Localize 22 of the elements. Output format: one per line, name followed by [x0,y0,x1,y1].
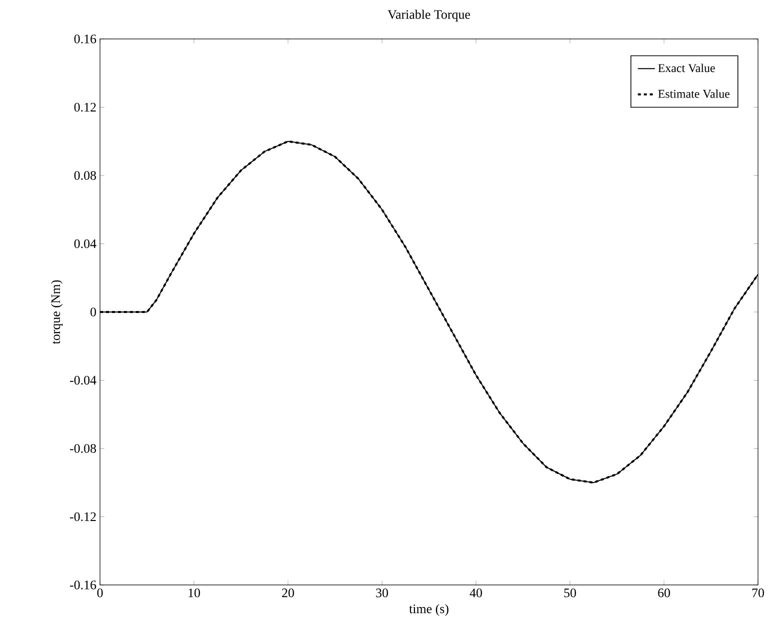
x-tick-label: 0 [97,588,103,598]
x-tick-label: 30 [376,588,388,598]
y-tick-label: 0.04 [74,239,96,248]
y-tick-label: -0.08 [70,444,96,453]
y-tick-label: 0.08 [74,171,96,180]
chart-title: Variable Torque [388,10,470,22]
y-tick-label: 0.12 [74,102,96,112]
x-axis-title: time (s) [409,604,448,616]
y-tick-label: -0.12 [70,512,96,522]
x-tick-label: 70 [752,588,764,598]
y-tick-label: -0.04 [70,376,96,385]
x-tick-label: 20 [282,588,294,598]
y-axis-title: torque (Nm) [50,280,63,344]
y-tick-label: 0.16 [74,34,96,44]
y-tick-label: -0.16 [70,580,96,590]
x-tick-label: 50 [564,588,576,598]
x-tick-label: 60 [658,588,670,598]
x-tick-label: 10 [188,588,200,598]
y-tick-label: 0 [90,308,96,316]
legend-label: Exact Value [658,64,715,72]
legend-label: Estimate Value [658,89,730,98]
x-tick-label: 40 [470,588,482,598]
